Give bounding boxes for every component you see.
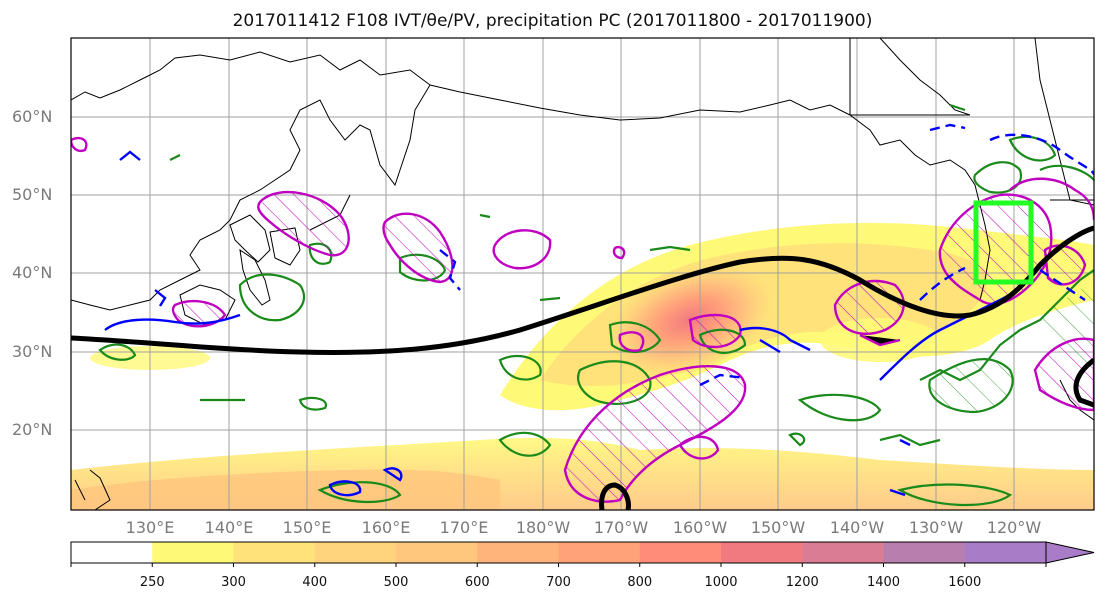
lon-label-120w: 120°W (986, 518, 1042, 537)
colorbar-tick-label: 500 (383, 575, 409, 590)
lon-label-170w: 170°W (593, 518, 649, 537)
colorbar-segment (558, 542, 641, 563)
colorbar-tick-label: 700 (546, 575, 571, 590)
target-region-box (973, 200, 1034, 285)
colorbar-extend-arrow (1045, 541, 1095, 564)
theta-e-contour (71, 225, 1094, 510)
lon-label-140w: 140°W (829, 518, 885, 537)
colorbar-segment (314, 542, 397, 563)
colorbar-segment (883, 542, 966, 563)
map-plot-area (71, 38, 1094, 510)
colorbar-tick-label: 400 (302, 575, 328, 590)
colorbar (70, 541, 1095, 567)
lon-label-160w: 160°W (672, 518, 728, 537)
colorbar-tick-label: 250 (139, 575, 165, 590)
lat-label-60: 60°N (12, 107, 53, 126)
lon-label-130w: 130°W (908, 518, 964, 537)
colorbar-segment (477, 542, 559, 563)
lon-label-140e: 140°E (204, 518, 254, 537)
lon-label-150w: 150°W (750, 518, 806, 537)
colorbar-tick-label: 1000 (704, 575, 738, 590)
colorbar-segment (71, 542, 153, 563)
colorbar-segment (721, 542, 803, 563)
colorbar-tick-label: 1200 (785, 575, 819, 590)
lon-label-150e: 150°E (282, 518, 332, 537)
lon-label-170e: 170°E (439, 518, 489, 537)
lat-label-30: 30°N (12, 342, 53, 361)
colorbar-segment (802, 542, 884, 563)
map-frame (70, 37, 1095, 511)
graticule (71, 38, 1094, 510)
colorbar-segment (152, 542, 234, 563)
colorbar-tick-label: 300 (221, 575, 246, 590)
lat-label-40: 40°N (12, 263, 53, 282)
colorbar-segment (964, 542, 1047, 563)
colorbar-tick-label: 1400 (866, 575, 901, 590)
colorbar-segment (233, 542, 316, 563)
lon-label-130e: 130°E (125, 518, 175, 537)
colorbar-segment (639, 542, 722, 563)
lat-label-20: 20°N (12, 420, 53, 439)
lon-label-180w: 180°W (515, 518, 571, 537)
map-title: 2017011412 F108 IVT/θe/PV, precipitation… (232, 11, 873, 31)
lat-label-50: 50°N (12, 185, 53, 204)
colorbar-tick-label: 1600 (948, 575, 982, 590)
lon-label-160e: 160°E (361, 518, 411, 537)
colorbar-tick-label: 800 (627, 575, 653, 590)
colorbar-tick-label: 600 (464, 575, 490, 590)
colorbar-segment (396, 542, 478, 563)
